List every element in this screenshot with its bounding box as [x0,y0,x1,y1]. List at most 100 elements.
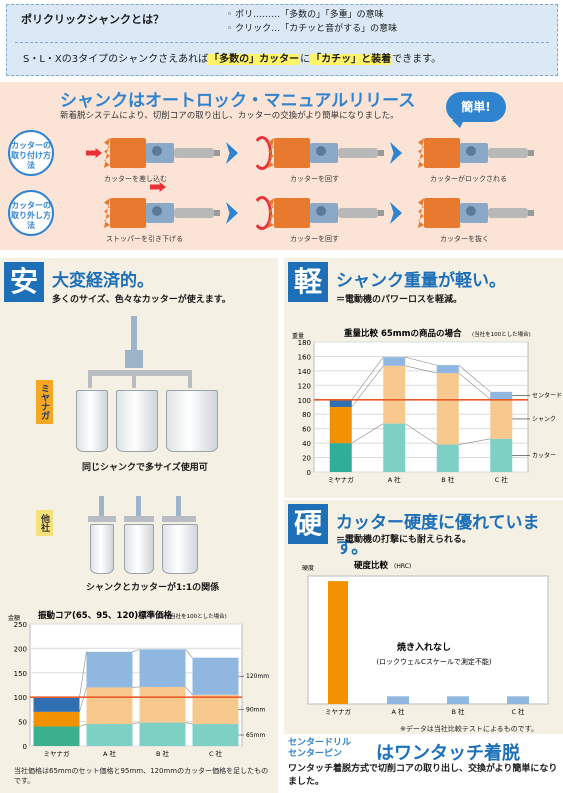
connector-line [185,686,193,695]
tool-attach-3 [414,134,534,172]
y-tick-label: 50 [18,719,27,727]
shank-connector [88,370,192,376]
y-tick-label: 20 [302,455,311,463]
y-tick-label: 0 [307,469,311,477]
pull-down-arrow-icon [150,182,166,192]
y-tick-label: 40 [302,440,311,448]
bar-segment [33,726,80,746]
step-arrow-icon [390,202,402,224]
insert-arrow-icon [86,148,102,158]
bar-segment [490,391,513,400]
tool-attach-2 [264,134,384,172]
polyclick-summary: S・L・Xの3タイプのシャンクさえあれば「多数の」カッターに「カチッ」と装着でき… [23,50,441,65]
shank-rod [131,316,137,350]
cutter-small [76,390,108,452]
cutter-large [166,390,218,452]
hardness-subtitle: ＝電動機の打撃にも耐えられる。 [336,535,472,545]
y-axis-label: 重量 [292,332,304,340]
shank-hole [466,146,476,156]
x-tick-label: A 社 [388,475,402,484]
rod [488,208,534,218]
bar-segment [33,711,80,727]
bar-segment [436,373,459,445]
same-shank-caption: 同じシャンクで多サイズ使用可 [82,463,208,473]
y-tick-label: 60 [302,426,311,434]
chart-title: 振動コア(65、95、120)標準価格 [38,610,173,621]
one-to-one-caption: シャンクとカッターが1:1の関係 [86,583,220,593]
cutter-small [90,524,114,574]
y-tick-label: 100 [298,397,311,405]
x-tick-label: C 社 [511,707,525,716]
weight-kanji: 軽 [288,262,328,302]
chart-note: (当社を100とした場合) [168,612,227,620]
polyclick-question: ポリクリックシャンクとは？ [21,13,164,26]
connector-drop [132,370,136,388]
y-tick-label: 180 [298,339,311,347]
bar-segment [86,687,133,725]
bar-segment [192,657,239,695]
x-tick-label: ミヤナガ [325,707,352,716]
bar-segment [436,365,459,374]
bar-segment [86,724,133,746]
connector-drop [88,370,92,388]
y-tick-label: 80 [302,411,311,419]
cutter-medium [116,390,158,452]
one-touch-banner: センタードリル センターピン はワンタッチ着脱 ワンタッチ着脱方式で切削コアの取… [284,736,563,793]
caption-pull-out: カッターを抜く [440,235,489,243]
bar-segment [383,357,406,366]
cutter [424,138,460,168]
one-touch-title: はワンタッチ着脱 [376,743,520,764]
caption-stopper: ストッパーを引き下げる [106,235,183,243]
tool-detach-3 [414,194,534,232]
one-touch-description: ワンタッチ着脱方式で切削コアの取り出し、交換がより簡単になりました。 [288,764,558,787]
shank-body [124,516,154,522]
step-arrow-icon [390,142,402,164]
release-title: シャンクはオートロック・マニュアルリリース [60,91,416,111]
connector-line [458,372,491,400]
chart-note: (HRC) [394,563,411,570]
y-tick-label: 200 [14,645,27,653]
summary-highlight-2: 「カチッ」と装着 [310,54,393,65]
meaning-click: ◦ クリック…「カチッと音がする」の意味 [227,24,398,34]
hardness-annotation-sub: (ロックウェルCスケールで測定不能) [376,657,492,666]
legend-label: 120mm [246,673,269,680]
connector-line [458,364,491,393]
x-tick-label: ミヤナガ [328,475,355,484]
step-arrow-icon [226,202,238,224]
shank-body [162,516,196,522]
chart-title: 重量比較 65mmの商品の場合 [344,328,462,339]
summary-part-c: に [300,54,311,65]
y-tick-label: 140 [298,368,311,376]
detach-method-badge: カッターの取り外し方法 [8,190,54,236]
connector-drop [188,370,192,388]
connector-line [405,365,437,374]
x-tick-label: C 社 [209,749,223,758]
price-footnote: 当社価格は65mmのセット価格と95mm、120mmのカッター価格を足したもので… [14,767,269,785]
shank-rod [99,496,104,516]
y-tick-label: 0 [23,743,27,751]
shank-release-section: シャンクはオートロック・マニュアルリリース 新着脱システムにより、切削コアの取り… [0,82,563,250]
tool-attach-1 [100,134,220,172]
center-parts-label: センタードリル センターピン [288,738,351,760]
connector-line [79,651,87,698]
rod [174,208,220,218]
connector-line [79,723,87,727]
shank-hole [316,206,326,216]
bar-segment [490,399,513,439]
rod [488,148,534,158]
shank-body [125,350,143,368]
hardness-bar [447,696,469,704]
shank-rod [136,496,141,516]
bar-segment [490,438,513,472]
rod [338,208,384,218]
economy-title: 大変経済的。 [52,271,154,291]
shank-hole [152,206,162,216]
bar-segment [192,694,239,725]
x-tick-label: B 社 [451,707,465,716]
center-pin-label: センターピン [288,749,343,759]
cutter [424,198,460,228]
meaning-poly: ◦ ポリ………「多数の」「多重」の意味 [227,10,384,20]
rod [174,148,220,158]
bar-segment [192,724,239,746]
cutter-large [162,524,198,574]
